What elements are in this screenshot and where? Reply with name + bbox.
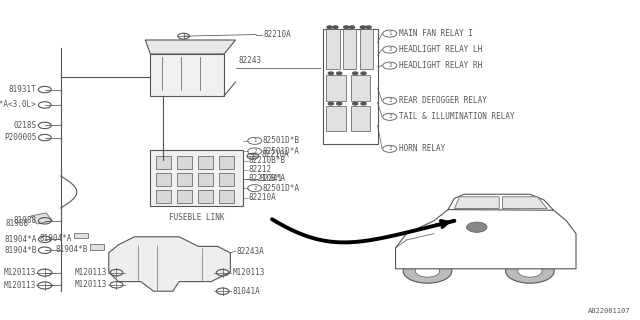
Text: 82501D*A: 82501D*A <box>262 184 300 193</box>
Text: 2: 2 <box>388 98 392 103</box>
Text: 82212: 82212 <box>248 165 271 174</box>
Bar <box>323 29 378 144</box>
Bar <box>177 173 192 186</box>
Text: M120113: M120113 <box>74 268 107 277</box>
Text: 82501D*A: 82501D*A <box>262 147 300 156</box>
Text: HORN RELAY: HORN RELAY <box>399 144 445 153</box>
Bar <box>198 190 213 203</box>
Circle shape <box>403 259 452 283</box>
Circle shape <box>518 265 542 277</box>
Text: 82241: 82241 <box>259 174 282 183</box>
Circle shape <box>366 26 371 28</box>
Text: 82243A: 82243A <box>237 247 264 256</box>
Circle shape <box>327 26 332 28</box>
Text: A822001107: A822001107 <box>588 308 630 314</box>
Bar <box>326 106 346 131</box>
Circle shape <box>349 26 355 28</box>
Bar <box>198 173 213 186</box>
Bar <box>74 233 88 238</box>
Bar <box>343 29 356 69</box>
Text: M120113: M120113 <box>232 268 265 277</box>
Bar <box>326 75 346 101</box>
Text: 81904*B: 81904*B <box>4 246 36 255</box>
Bar <box>90 244 104 250</box>
Text: HEADLIGHT RELAY RH: HEADLIGHT RELAY RH <box>399 61 482 70</box>
Text: 81931T: 81931T <box>9 85 36 94</box>
Text: M120113: M120113 <box>74 280 107 289</box>
Circle shape <box>337 72 342 75</box>
Bar <box>198 156 213 169</box>
Text: M120113: M120113 <box>4 281 36 290</box>
Circle shape <box>344 26 349 28</box>
Bar <box>219 156 234 169</box>
Text: 82501D*B: 82501D*B <box>262 136 300 145</box>
Circle shape <box>333 26 338 28</box>
Polygon shape <box>145 40 236 54</box>
Bar <box>177 156 192 169</box>
Text: 2: 2 <box>253 149 257 154</box>
Bar <box>156 156 171 169</box>
Polygon shape <box>502 197 547 209</box>
Text: 81988: 81988 <box>6 220 29 228</box>
Text: P200005: P200005 <box>4 133 36 142</box>
Text: MAIN FAN RELAY I: MAIN FAN RELAY I <box>399 29 473 38</box>
Bar <box>360 29 373 69</box>
Text: TAIL & ILLUMINATION RELAY: TAIL & ILLUMINATION RELAY <box>399 112 515 121</box>
Polygon shape <box>454 197 499 209</box>
Text: 2: 2 <box>388 47 392 52</box>
Bar <box>351 106 370 131</box>
Text: 2: 2 <box>388 146 392 151</box>
Text: 82243: 82243 <box>238 56 261 65</box>
Text: 81931R*A<3.0L>: 81931R*A<3.0L> <box>0 100 36 109</box>
Circle shape <box>506 259 554 283</box>
Circle shape <box>361 102 366 105</box>
Circle shape <box>360 26 365 28</box>
Circle shape <box>337 102 342 105</box>
Polygon shape <box>31 213 52 224</box>
Bar <box>156 190 171 203</box>
Polygon shape <box>396 205 576 269</box>
Polygon shape <box>448 194 554 210</box>
Text: 82210A: 82210A <box>264 30 291 39</box>
Circle shape <box>353 102 358 105</box>
Bar <box>326 29 340 69</box>
Text: 0218S: 0218S <box>13 121 36 130</box>
Text: 81904*A: 81904*A <box>4 235 36 244</box>
Circle shape <box>467 222 487 232</box>
Bar <box>177 190 192 203</box>
Circle shape <box>361 72 366 75</box>
Text: 81988: 81988 <box>13 216 36 225</box>
Bar <box>351 75 370 101</box>
Bar <box>150 150 243 206</box>
Text: 82210A: 82210A <box>248 193 276 202</box>
Text: HEADLIGHT RELAY LH: HEADLIGHT RELAY LH <box>399 45 482 54</box>
Polygon shape <box>109 237 230 291</box>
Text: 81041A: 81041A <box>232 287 260 296</box>
Bar <box>219 173 234 186</box>
Text: FUSEBLE LINK: FUSEBLE LINK <box>169 213 225 222</box>
Text: 1: 1 <box>388 31 392 36</box>
Text: 82210A: 82210A <box>261 150 289 159</box>
Text: 82210B*B: 82210B*B <box>248 156 285 165</box>
Text: 81904*B: 81904*B <box>56 245 88 254</box>
Text: 2: 2 <box>388 114 392 119</box>
Circle shape <box>353 72 358 75</box>
Text: 1: 1 <box>253 138 257 143</box>
Text: 81904*A: 81904*A <box>39 234 72 243</box>
Text: 2: 2 <box>388 63 392 68</box>
Bar <box>219 190 234 203</box>
Text: REAR DEFOGGER RELAY: REAR DEFOGGER RELAY <box>399 96 486 105</box>
Text: 2: 2 <box>253 186 257 191</box>
Circle shape <box>328 102 333 105</box>
Text: M120113: M120113 <box>4 268 36 277</box>
Bar <box>150 54 224 96</box>
Bar <box>156 173 171 186</box>
Text: 82210B*A: 82210B*A <box>248 174 285 183</box>
Circle shape <box>415 265 440 277</box>
Circle shape <box>328 72 333 75</box>
